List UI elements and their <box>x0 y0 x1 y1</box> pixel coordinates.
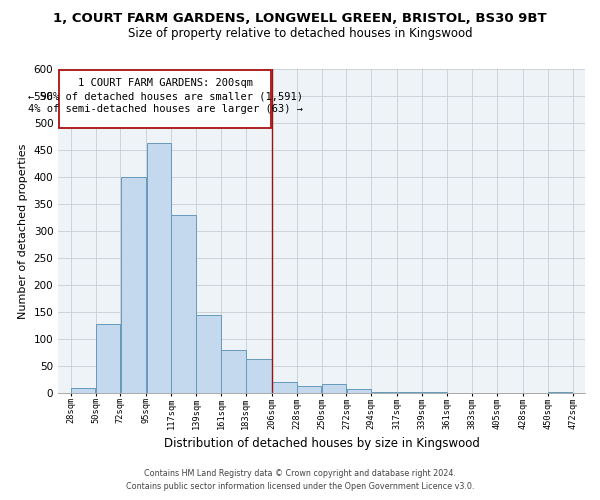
Bar <box>146 143 171 393</box>
Bar <box>398 392 422 393</box>
Bar <box>422 392 447 393</box>
Bar <box>221 350 245 393</box>
Bar <box>347 389 371 393</box>
Bar <box>59 70 271 128</box>
Text: 1, COURT FARM GARDENS, LONGWELL GREEN, BRISTOL, BS30 9BT: 1, COURT FARM GARDENS, LONGWELL GREEN, B… <box>53 12 547 26</box>
Bar <box>371 392 397 393</box>
Bar <box>246 359 272 393</box>
Text: Contains HM Land Registry data © Crown copyright and database right 2024.
Contai: Contains HM Land Registry data © Crown c… <box>126 469 474 491</box>
Bar <box>121 177 146 393</box>
X-axis label: Distribution of detached houses by size in Kingswood: Distribution of detached houses by size … <box>164 437 479 450</box>
Text: ← 96% of detached houses are smaller (1,591): ← 96% of detached houses are smaller (1,… <box>28 92 302 102</box>
Text: 1 COURT FARM GARDENS: 200sqm: 1 COURT FARM GARDENS: 200sqm <box>77 78 253 88</box>
Bar <box>196 314 221 393</box>
Text: 4% of semi-detached houses are larger (63) →: 4% of semi-detached houses are larger (6… <box>28 104 302 114</box>
Bar <box>172 215 196 393</box>
Bar <box>95 324 120 393</box>
Text: Size of property relative to detached houses in Kingswood: Size of property relative to detached ho… <box>128 28 472 40</box>
Y-axis label: Number of detached properties: Number of detached properties <box>18 144 28 318</box>
Bar <box>548 392 572 393</box>
Bar <box>297 386 322 393</box>
Bar <box>71 388 95 393</box>
Bar <box>272 382 296 393</box>
Bar <box>322 384 346 393</box>
